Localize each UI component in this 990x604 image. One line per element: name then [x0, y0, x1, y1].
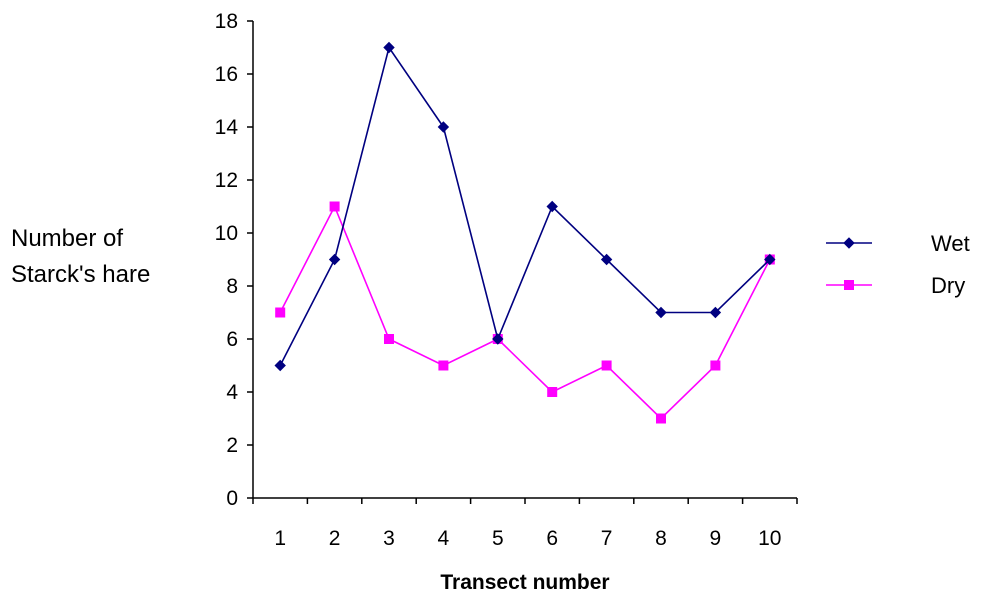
series-line-dry: [279, 204, 771, 420]
legend-item-dry: Dry: [826, 273, 965, 298]
legend-label-dry: Dry: [931, 273, 965, 298]
x-ticks: 1 2 3 4 5 6 7 8 9 10: [252, 498, 798, 550]
data-point-wet: [383, 41, 395, 54]
x-tick-label: 6: [546, 527, 558, 550]
x-axis-title: Transect number: [440, 571, 609, 594]
x-tick-label: 3: [383, 527, 395, 550]
legend-marker-wet: [843, 237, 855, 249]
data-point-dry: [329, 201, 340, 212]
data-point-dry: [601, 360, 612, 371]
y-tick-label: 12: [215, 169, 238, 192]
x-tick-label: 8: [655, 527, 667, 550]
y-tick-label: 4: [226, 381, 238, 404]
data-point-dry: [438, 360, 449, 371]
data-point-wet: [328, 253, 341, 266]
legend-label-wet: Wet: [931, 231, 970, 256]
y-tick-label: 0: [226, 487, 238, 510]
data-point-dry: [384, 334, 394, 344]
y-tick-label: 8: [226, 275, 238, 298]
y-axis-title-line-1: Number of: [11, 225, 123, 252]
series-wet: [274, 41, 776, 372]
data-point-wet: [492, 333, 504, 345]
legend-marker-dry: [844, 280, 854, 290]
data-point-dry: [710, 360, 721, 371]
data-point-wet: [655, 306, 667, 319]
data-point-wet: [437, 121, 450, 133]
x-tick-label: 9: [710, 527, 722, 550]
x-tick-label: 4: [438, 527, 450, 550]
y-tick-label: 10: [215, 222, 238, 245]
y-tick-label: 14: [215, 116, 239, 139]
x-tick-label: 1: [274, 527, 286, 550]
data-point-dry: [656, 413, 666, 424]
x-tick-label: 7: [601, 527, 613, 550]
data-point-wet: [709, 306, 722, 319]
y-axis-title-line-2: Starck's hare: [11, 261, 150, 288]
x-tick-label: 5: [492, 527, 504, 550]
legend-item-wet: Wet: [826, 231, 970, 256]
data-point-wet: [600, 253, 613, 266]
series-line-wet: [279, 45, 771, 366]
data-point-wet: [764, 253, 776, 266]
y-ticks: 0 2 4 6 8 10 12 14 16 18: [215, 10, 253, 510]
x-tick-label: 2: [329, 527, 341, 550]
series: [274, 41, 776, 424]
y-tick-label: 18: [215, 10, 238, 33]
data-point-wet: [546, 200, 558, 213]
legend: Wet Dry: [826, 231, 970, 298]
data-point-wet: [274, 359, 286, 372]
y-tick-label: 2: [226, 434, 238, 457]
data-point-dry: [275, 307, 286, 318]
data-point-dry: [547, 387, 558, 397]
y-tick-label: 16: [215, 63, 238, 86]
x-tick-label: 10: [758, 527, 781, 550]
y-tick-label: 6: [226, 328, 238, 351]
